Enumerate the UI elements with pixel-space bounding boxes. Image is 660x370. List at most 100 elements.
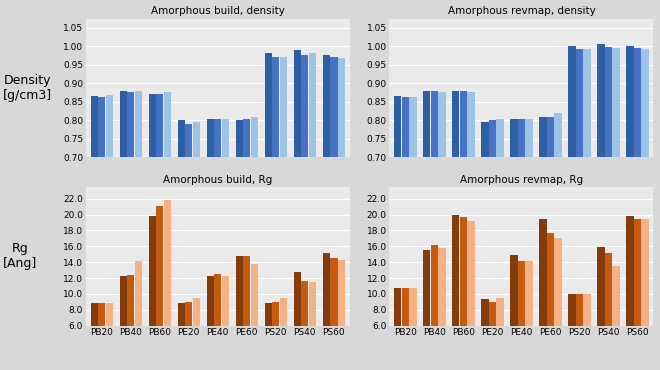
Bar [272,302,279,370]
Bar [481,299,488,370]
Bar [423,250,430,370]
Bar [127,92,135,370]
Bar [612,48,620,370]
Bar [148,94,156,370]
Bar [106,303,113,370]
Bar [597,44,605,370]
Bar [265,303,272,370]
Bar [431,245,438,370]
Bar [294,50,301,370]
Bar [612,266,620,370]
Bar [452,215,459,370]
Bar [496,298,504,370]
Bar [496,119,504,370]
Bar [185,302,193,370]
Bar [309,53,316,370]
Bar [222,119,229,370]
Bar [597,247,605,370]
Bar [489,120,496,370]
Bar [185,124,193,370]
Bar [517,260,525,370]
Bar [330,258,337,370]
Bar [338,260,345,370]
Bar [236,256,243,370]
Bar [583,294,591,370]
Bar [280,57,287,370]
Bar [193,122,200,370]
Bar [438,92,446,370]
Bar [323,55,330,370]
Text: Density
[g/cm3]: Density [g/cm3] [3,74,52,102]
Bar [330,57,337,370]
Bar [409,287,416,370]
Text: Rg
[Ang]: Rg [Ang] [3,242,38,270]
Bar [243,119,250,370]
Bar [402,97,409,370]
Bar [265,53,272,370]
Bar [460,91,467,370]
Bar [409,97,416,370]
Bar [193,298,200,370]
Bar [236,120,243,370]
Bar [106,95,113,370]
Bar [148,216,156,370]
Bar [481,122,488,370]
Bar [431,91,438,370]
Title: Amorphous revmap, density: Amorphous revmap, density [447,6,595,16]
Bar [309,282,316,370]
Bar [605,253,612,370]
Bar [642,49,649,370]
Bar [135,260,142,370]
Bar [568,46,576,370]
Bar [539,219,546,370]
Bar [489,302,496,370]
Bar [119,276,127,370]
Bar [546,117,554,370]
Bar [156,94,164,370]
Bar [164,92,171,370]
Bar [525,119,533,370]
Bar [394,287,401,370]
Bar [280,298,287,370]
Bar [214,119,222,370]
Bar [214,274,222,370]
Bar [576,294,583,370]
Bar [251,117,258,370]
Bar [517,119,525,370]
Bar [323,253,330,370]
Bar [251,264,258,370]
Bar [301,56,308,370]
Bar [164,199,171,370]
Bar [135,91,142,370]
Bar [90,96,98,370]
Bar [127,275,135,370]
Bar [546,233,554,370]
Bar [583,49,591,370]
Bar [243,256,250,370]
Bar [438,248,446,370]
Bar [98,303,106,370]
Bar [301,281,308,370]
Title: Amorphous build, Rg: Amorphous build, Rg [163,175,273,185]
Bar [576,49,583,370]
Bar [554,113,562,370]
Bar [178,120,185,370]
Bar [119,91,127,370]
Bar [156,206,164,370]
Bar [98,97,106,370]
Title: Amorphous build, density: Amorphous build, density [151,6,284,16]
Bar [460,217,467,370]
Bar [634,48,641,370]
Bar [402,287,409,370]
Bar [626,216,634,370]
Bar [294,272,301,370]
Bar [510,255,517,370]
Bar [338,58,345,370]
Bar [626,46,634,370]
Bar [634,219,641,370]
Bar [207,119,214,370]
Bar [525,261,533,370]
Bar [178,303,185,370]
Bar [272,57,279,370]
Bar [452,91,459,370]
